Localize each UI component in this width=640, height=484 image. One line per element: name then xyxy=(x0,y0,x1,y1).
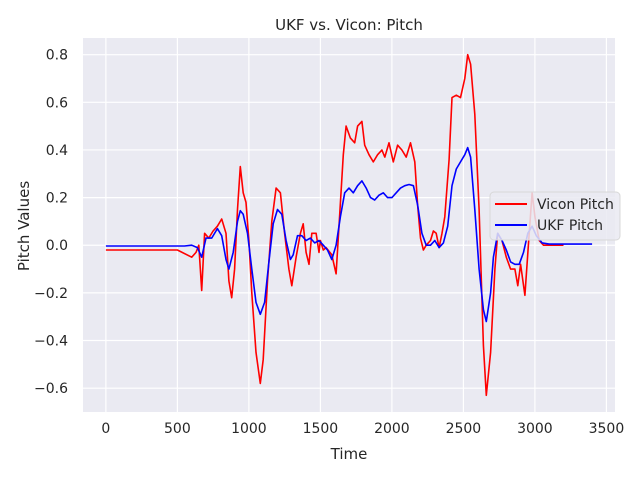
y-tick-label: 0.2 xyxy=(46,191,68,207)
y-tick-label: −0.4 xyxy=(34,334,68,350)
legend: Vicon Pitch UKF Pitch xyxy=(489,191,621,241)
y-axis-ticks: −0.6 −0.4 −0.2 0.0 0.2 0.4 0.6 0.8 xyxy=(34,48,68,398)
y-tick-label: 0.4 xyxy=(46,143,68,159)
x-tick-label: 2500 xyxy=(446,421,482,437)
x-tick-label: 500 xyxy=(164,421,191,437)
y-tick-label: 0.6 xyxy=(46,95,68,111)
y-tick-label: 0.8 xyxy=(46,48,68,64)
x-tick-label: 1500 xyxy=(303,421,339,437)
legend-label-ukf: UKF Pitch xyxy=(537,218,603,234)
x-tick-label: 2000 xyxy=(374,421,410,437)
x-axis-label: Time xyxy=(330,445,368,463)
y-tick-label: 0.0 xyxy=(46,238,68,254)
x-tick-label: 3500 xyxy=(589,421,625,437)
y-tick-label: −0.6 xyxy=(34,381,68,397)
legend-label-vicon: Vicon Pitch xyxy=(537,197,614,213)
y-tick-label: −0.2 xyxy=(34,286,68,302)
x-axis-ticks: 0 500 1000 1500 2000 2500 3000 3500 xyxy=(101,421,624,437)
series-line-ukf xyxy=(105,146,593,323)
x-tick-label: 1000 xyxy=(231,421,267,437)
x-tick-label: 3000 xyxy=(517,421,553,437)
series-line-vicon xyxy=(105,53,564,397)
y-axis-label: Pitch Values xyxy=(15,181,33,271)
x-tick-label: 0 xyxy=(101,421,110,437)
series-layer xyxy=(105,53,593,397)
chart-title: UKF vs. Vicon: Pitch xyxy=(275,16,423,34)
